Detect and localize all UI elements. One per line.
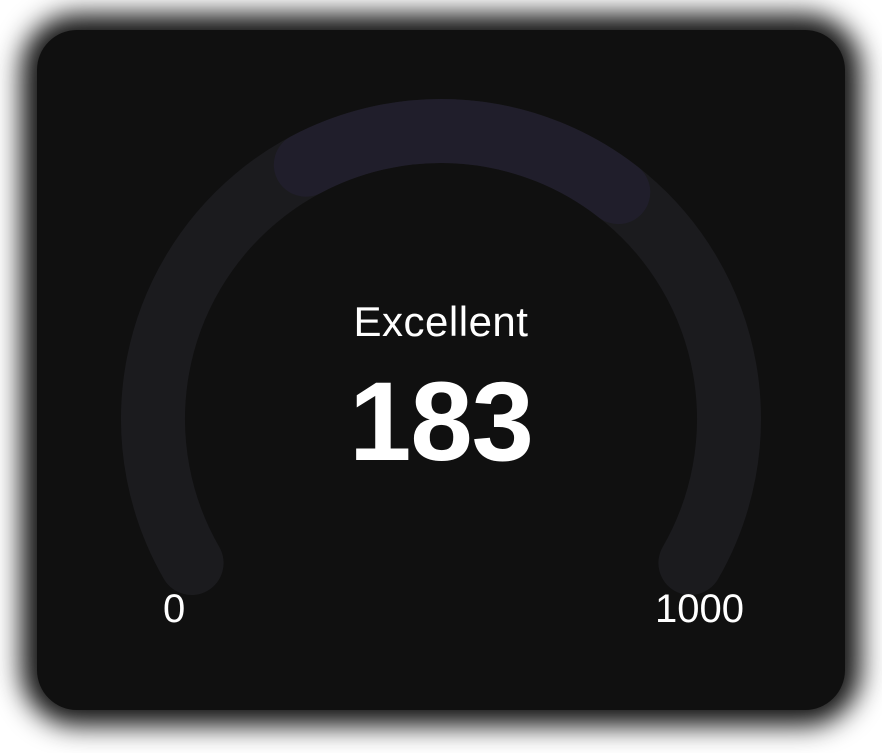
gauge-min-label: 0 [163, 587, 186, 631]
gauge-max-label: 1000 [655, 587, 744, 631]
score-value: 183 [349, 359, 534, 484]
score-gauge [121, 98, 761, 595]
gauge-progress-arc [273, 99, 651, 225]
credit-score-card: Excellent 183 0 1000 [37, 30, 845, 710]
score-status-label: Excellent [353, 298, 529, 345]
